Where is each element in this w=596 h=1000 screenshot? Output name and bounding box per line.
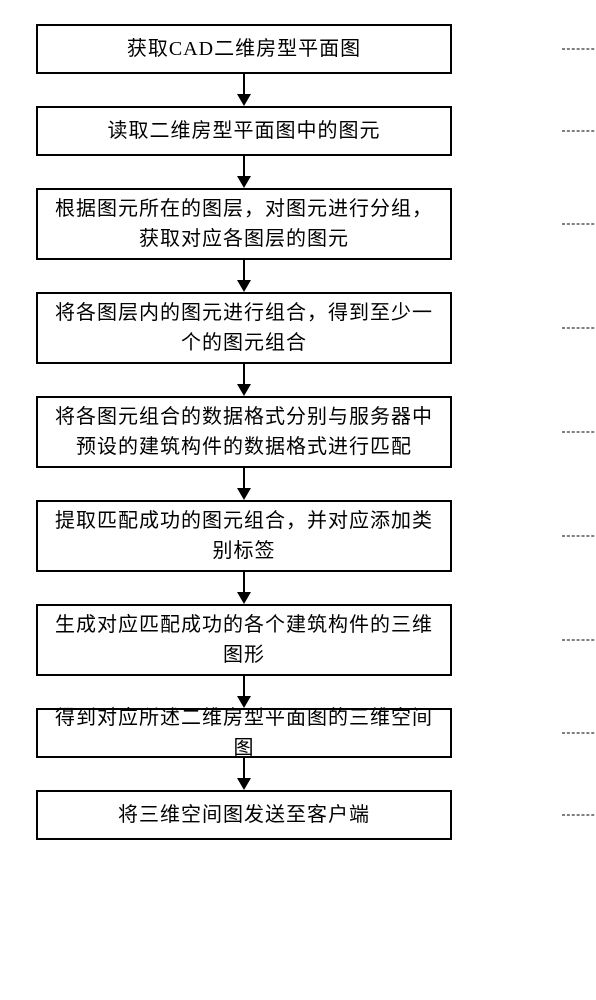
flowchart-box-text: 提取匹配成功的图元组合，并对应添加类别标签 <box>52 506 436 566</box>
flowchart-box: 读取二维房型平面图中的图元 <box>36 106 452 156</box>
flowchart-step: 生成对应匹配成功的各个建筑构件的三维图形S7 <box>36 604 560 676</box>
arrow-head-icon <box>237 384 251 396</box>
arrow-line <box>243 364 245 386</box>
flowchart-box: 生成对应匹配成功的各个建筑构件的三维图形 <box>36 604 452 676</box>
flowchart-box: 将三维空间图发送至客户端 <box>36 790 452 840</box>
label-connector-dash <box>562 536 596 537</box>
arrow-line <box>243 572 245 594</box>
flowchart-container: 获取CAD二维房型平面图S1 读取二维房型平面图中的图元S2 根据图元所在的图层，对… <box>36 24 560 840</box>
flowchart-box: 获取CAD二维房型平面图 <box>36 24 452 74</box>
label-connector-dash <box>562 432 596 433</box>
flowchart-arrow <box>36 74 452 106</box>
flowchart-arrow <box>36 364 452 396</box>
label-connector-dash <box>562 328 596 329</box>
arrow-line <box>243 676 245 698</box>
flowchart-arrow <box>36 572 452 604</box>
label-connector-dash <box>562 49 596 50</box>
flowchart-box-text: 根据图元所在的图层，对图元进行分组，获取对应各图层的图元 <box>52 194 436 254</box>
arrow-line <box>243 758 245 780</box>
flowchart-step: 读取二维房型平面图中的图元S2 <box>36 106 560 156</box>
flowchart-arrow <box>36 156 452 188</box>
label-connector-dash <box>562 815 596 816</box>
flowchart-box: 将各图层内的图元进行组合，得到至少一个的图元组合 <box>36 292 452 364</box>
arrow-head-icon <box>237 488 251 500</box>
arrow-head-icon <box>237 592 251 604</box>
label-connector-dash <box>562 640 596 641</box>
flowchart-box: 将各图元组合的数据格式分别与服务器中预设的建筑构件的数据格式进行匹配 <box>36 396 452 468</box>
flowchart-box-text: 将各图元组合的数据格式分别与服务器中预设的建筑构件的数据格式进行匹配 <box>52 402 436 462</box>
flowchart-step: 获取CAD二维房型平面图S1 <box>36 24 560 74</box>
flowchart-box-text: 生成对应匹配成功的各个建筑构件的三维图形 <box>52 610 436 670</box>
flowchart-step: 根据图元所在的图层，对图元进行分组，获取对应各图层的图元S3 <box>36 188 560 260</box>
arrow-head-icon <box>237 778 251 790</box>
arrow-head-icon <box>237 280 251 292</box>
flowchart-step: 将各图元组合的数据格式分别与服务器中预设的建筑构件的数据格式进行匹配S5 <box>36 396 560 468</box>
label-connector-dash <box>562 131 596 132</box>
flowchart-box: 得到对应所述二维房型平面图的三维空间图 <box>36 708 452 758</box>
flowchart-step: 得到对应所述二维房型平面图的三维空间图S8 <box>36 708 560 758</box>
flowchart-box-text: 将三维空间图发送至客户端 <box>118 800 370 830</box>
flowchart-box-text: 获取CAD二维房型平面图 <box>127 34 361 64</box>
label-connector-dash <box>562 224 596 225</box>
flowchart-step: 将各图层内的图元进行组合，得到至少一个的图元组合S4 <box>36 292 560 364</box>
flowchart-step: 将三维空间图发送至客户端S9 <box>36 790 560 840</box>
flowchart-arrow <box>36 260 452 292</box>
flowchart-box-text: 读取二维房型平面图中的图元 <box>108 116 381 146</box>
flowchart-box: 根据图元所在的图层，对图元进行分组，获取对应各图层的图元 <box>36 188 452 260</box>
arrow-line <box>243 74 245 96</box>
flowchart-arrow <box>36 468 452 500</box>
arrow-line <box>243 156 245 178</box>
arrow-line <box>243 468 245 490</box>
arrow-head-icon <box>237 176 251 188</box>
label-connector-dash <box>562 733 596 734</box>
arrow-line <box>243 260 245 282</box>
flowchart-box: 提取匹配成功的图元组合，并对应添加类别标签 <box>36 500 452 572</box>
arrow-head-icon <box>237 94 251 106</box>
flowchart-arrow <box>36 758 452 790</box>
flowchart-box-text: 得到对应所述二维房型平面图的三维空间图 <box>52 703 436 763</box>
flowchart-step: 提取匹配成功的图元组合，并对应添加类别标签S6 <box>36 500 560 572</box>
flowchart-box-text: 将各图层内的图元进行组合，得到至少一个的图元组合 <box>52 298 436 358</box>
